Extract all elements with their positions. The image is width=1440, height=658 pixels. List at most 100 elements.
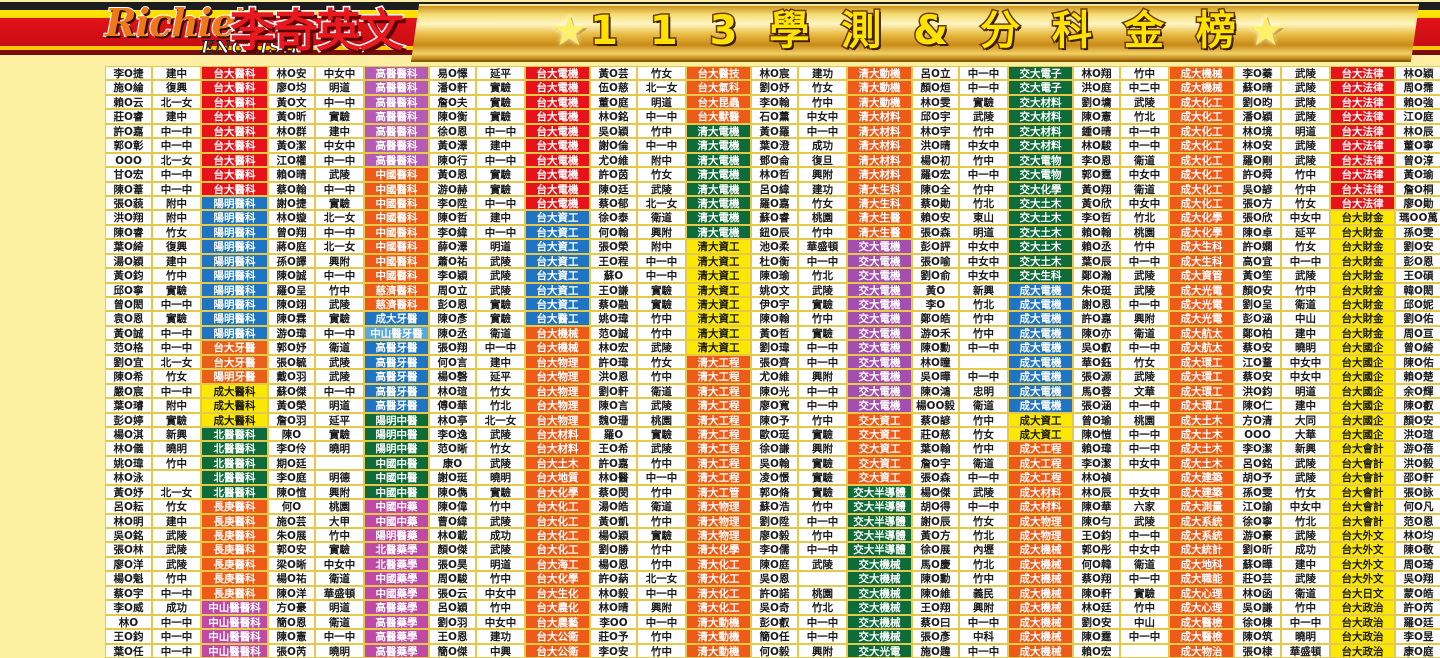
table-row: 林O儀 曉明 北醫醫科 (105, 441, 268, 456)
table-row: 許O芮興附師大國文 (1395, 600, 1440, 615)
table-row: 蔡O翰 中一中 中國醫科 (268, 181, 429, 196)
department-badge: 台大財金 (1330, 239, 1395, 254)
table-row: 陳O筑 曉明 台大政治 (1234, 629, 1395, 644)
student-school: 曉明 (315, 643, 364, 658)
student-name: 陳O筑 (1234, 629, 1281, 644)
table-row: 胡O得 中一中 成大材料 (912, 499, 1073, 514)
student-school: 文華 (1120, 383, 1169, 399)
table-row: 湯O皓 衛道 清大物理 (590, 499, 751, 514)
student-school: 中女中 (959, 268, 1008, 283)
department-badge: 台大法律 (1330, 181, 1395, 196)
table-row: 賴O瑋 中一中 成大土木 (1073, 441, 1234, 456)
table-row: 李O儒 中一中 交大半導體 (751, 542, 912, 557)
table-row: 陳O愷 中一中 成大土木 (1073, 426, 1234, 442)
student-school: 武陵 (152, 528, 201, 543)
table-row: 林O安 武陵 台大法律 (1234, 138, 1395, 153)
department-badge: 成大心理 (1169, 585, 1234, 601)
student-name: 張O欣 (1234, 210, 1281, 225)
department-badge: 清大化學 (686, 542, 751, 557)
student-name: 陳O (268, 426, 315, 442)
table-row: 林O禎 成大建築 (1073, 470, 1234, 485)
table-row: 張O昊 明道 台大海工 (429, 556, 590, 572)
student-school: 建中 (152, 66, 201, 81)
student-name: 黃O翔 (1073, 181, 1120, 196)
table-row: 林O辰竹中台大工管 (1395, 123, 1440, 139)
student-name: 林O辰 (1073, 484, 1120, 500)
student-school: 竹中 (959, 412, 1008, 427)
student-name: 陳O勳 (912, 571, 959, 586)
student-name: 黃O方 (912, 528, 959, 543)
student-name: 賴O楚 (1395, 369, 1440, 384)
student-school: 竹中 (476, 571, 525, 586)
student-name: 袁O恩 (105, 311, 152, 326)
department-badge: 台大醫科 (201, 66, 268, 81)
student-school (798, 571, 847, 586)
department-badge: 交大電機 (847, 239, 912, 254)
table-row: 陳O予 竹中 交大資工 (751, 412, 912, 427)
student-name: 陳O愷 (1073, 426, 1120, 442)
student-name: 易O懌 (429, 66, 476, 81)
brand-logo[interactable]: Richie's ENGLISH 李奇英文 (104, 0, 406, 61)
student-name: 李O蓁 (1234, 66, 1281, 81)
student-name: 賴O丞 (1073, 239, 1120, 254)
table-row: 蔡O安 中女中 台大國企 (1234, 369, 1395, 384)
student-school: 明道 (476, 239, 525, 254)
table-row: 黃O翔 衛道 成大化工 (1073, 181, 1234, 196)
table-row: 林O銘 中一中 台大獸醫 (590, 109, 751, 124)
student-name: 廖O寬 (751, 398, 798, 413)
student-school: 中一中 (152, 297, 201, 312)
student-school: 竹中 (637, 643, 686, 658)
table-row: 彭O涵 中山 台大財金 (1234, 311, 1395, 326)
student-school: 竹中 (476, 600, 525, 615)
department-badge: 成大電機 (1008, 369, 1073, 384)
table-row: 湯O穎 建中 陽明醫科 (105, 253, 268, 269)
student-school: 附中 (152, 398, 201, 413)
table-row: 袁O恩 實驗 陽明醫科 (105, 311, 268, 326)
student-name: 羅O宏 (912, 167, 959, 182)
student-name: 許O舜 (1234, 167, 1281, 182)
department-badge: 台大電機 (525, 66, 590, 81)
student-school: 中山 (1120, 614, 1169, 630)
table-row: 劉O勝 竹中 清大化學 (590, 542, 751, 557)
table-row: 游O赫 實驗 台大電機 (429, 181, 590, 196)
table-row: 戴O羽 武陵 高醫牙醫 (268, 369, 429, 384)
student-name: 李O威 (105, 600, 152, 615)
student-school: 武陵 (1281, 455, 1330, 471)
student-name: 羅O嘉 (751, 195, 798, 211)
department-badge: 高醫牙醫 (364, 383, 429, 399)
student-name: 曾O淳 (1395, 152, 1440, 168)
student-name: 陳O彥 (429, 311, 476, 326)
student-school: 興附 (637, 600, 686, 615)
student-name: 李O哲 (1073, 210, 1120, 225)
student-name: 陳O光 (751, 383, 798, 399)
department-badge: 北醫藥學 (364, 542, 429, 557)
student-school: 中一中 (315, 181, 364, 196)
student-name: 賴O翰 (1073, 224, 1120, 240)
student-school: 中一中 (637, 585, 686, 601)
department-badge: 成大機械 (1008, 643, 1073, 658)
department-badge: 清大資工 (686, 325, 751, 341)
student-name: 賴O晴 (268, 167, 315, 182)
table-row: 蔡O宇 中一中 長庚醫科 (105, 585, 268, 601)
student-school: 實驗 (959, 94, 1008, 110)
department-badge: 成大化工 (1169, 123, 1234, 139)
student-name: 陳O瑜 (751, 268, 798, 283)
table-row: 楊O初 竹中 交大電物 (912, 152, 1073, 168)
student-school: 復旦 (798, 152, 847, 168)
table-row: 黃O誠 中一中 陽明醫科 (105, 325, 268, 341)
column-group: 李O蓁 武陵 台大法律 蘇O晴 武陵 台大法律 劉O昀 武陵 台大法律 潘O穎 武陵 台大法律 林O境明… (1234, 66, 1395, 658)
department-badge: 台大電機 (525, 152, 590, 168)
student-name: 余O輝 (1395, 383, 1440, 399)
student-school: 復興 (152, 239, 201, 254)
department-badge: 成大航太 (1169, 325, 1234, 341)
student-school: 竹中 (637, 369, 686, 384)
student-name: 黃O鈞 (105, 268, 152, 283)
department-badge: 台大物理 (525, 369, 590, 384)
student-school: 中一中 (152, 629, 201, 644)
student-school: 武陵 (1120, 282, 1169, 297)
department-badge: 台大生化 (525, 585, 590, 601)
table-row: 林O醫 中一中 清大工程 (590, 470, 751, 485)
student-school: 衛道 (959, 398, 1008, 413)
table-row: 陳O全 竹中 交大化學 (912, 181, 1073, 196)
student-name: 詹O桐 (1395, 181, 1440, 196)
